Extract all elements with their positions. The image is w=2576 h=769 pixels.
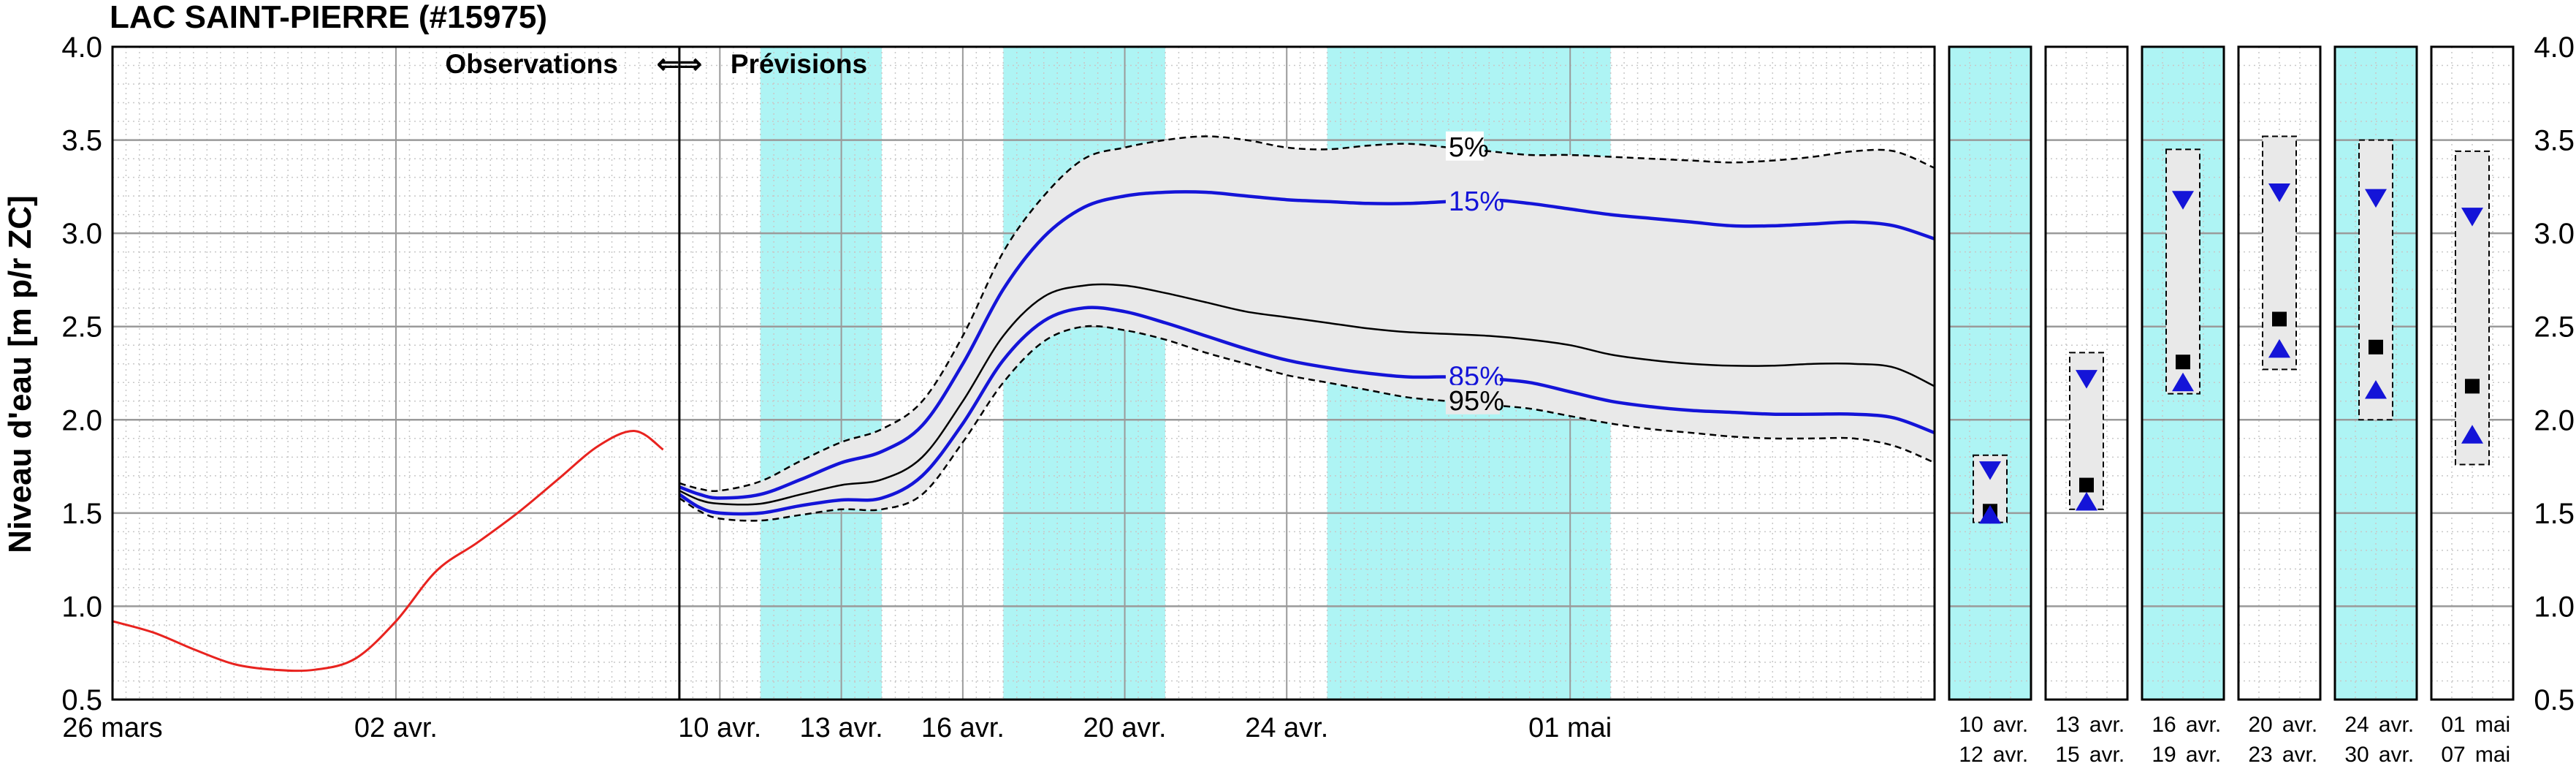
panel-marker-15pct bbox=[2365, 189, 2387, 208]
panel-from-day: 13 bbox=[2055, 713, 2079, 737]
panel-marker-85pct bbox=[2268, 338, 2290, 358]
panel-marker-15pct bbox=[2268, 183, 2290, 202]
confidence-band bbox=[679, 136, 1935, 521]
observations-label: Observations bbox=[445, 49, 617, 79]
panel-from-month: mai bbox=[2475, 713, 2510, 737]
series-line-median bbox=[679, 283, 1935, 506]
series-label: 95% bbox=[1449, 386, 1504, 417]
panel-range-box bbox=[2165, 148, 2200, 395]
y-tick-label: 3.5 bbox=[61, 125, 102, 157]
y-tick-label: 1.0 bbox=[61, 591, 102, 623]
shaded-period bbox=[760, 47, 883, 700]
y-axis-label: Niveau d'eau [m p/r ZC] bbox=[2, 195, 38, 553]
panel-range-box bbox=[2358, 139, 2393, 421]
panel-to-day: 23 bbox=[2248, 743, 2272, 767]
panel-marker-median bbox=[2369, 339, 2383, 355]
y-tick-label: 4.0 bbox=[61, 31, 102, 64]
x-tick-label: 16 avr. bbox=[921, 713, 1005, 743]
series-line-95pct bbox=[679, 325, 1935, 522]
panel-marker-85pct bbox=[2461, 425, 2483, 444]
y-tick-label-right: 1.0 bbox=[2534, 591, 2575, 623]
y-tick-label-right: 3.0 bbox=[2534, 218, 2575, 250]
panel-from-day: 20 bbox=[2248, 713, 2272, 737]
panel-from-day: 16 bbox=[2152, 713, 2176, 737]
direction-arrows: ⇐⇒ bbox=[657, 49, 702, 79]
x-tick-label: 01 mai bbox=[1528, 713, 1612, 743]
y-tick-label-right: 2.0 bbox=[2534, 404, 2575, 436]
panel-marker-15pct bbox=[2172, 191, 2194, 210]
panel-marker-85pct bbox=[2172, 372, 2194, 392]
panel-marker-median bbox=[2272, 311, 2287, 327]
panel-from-month: avr. bbox=[2379, 713, 2414, 737]
series-label: 5% bbox=[1449, 132, 1489, 163]
y-tick-label: 3.0 bbox=[61, 218, 102, 250]
x-tick-label: 10 avr. bbox=[678, 713, 761, 743]
panel-to-month: avr. bbox=[2379, 743, 2414, 767]
y-tick-label-right: 3.5 bbox=[2534, 125, 2575, 157]
panel-marker-15pct bbox=[1979, 461, 2001, 480]
y-tick-label-right: 4.0 bbox=[2534, 31, 2575, 64]
panel-frame bbox=[2141, 45, 2225, 701]
x-tick-label: 02 avr. bbox=[354, 713, 438, 743]
y-tick-label-right: 0.5 bbox=[2534, 684, 2575, 716]
panel-frame bbox=[2044, 45, 2129, 701]
series-label-bg bbox=[1445, 131, 1484, 161]
series-label-bg bbox=[1445, 185, 1500, 215]
panel-to-day: 12 bbox=[1959, 743, 1983, 767]
panel-marker-15pct bbox=[2461, 208, 2483, 227]
series-label: 15% bbox=[1449, 186, 1504, 217]
panel-to-day: 15 bbox=[2055, 743, 2079, 767]
panel-from-month: avr. bbox=[2282, 713, 2317, 737]
panel-frame bbox=[2430, 45, 2515, 701]
panel-frame bbox=[2333, 45, 2418, 701]
panel-from-month: avr. bbox=[1993, 713, 2028, 737]
y-tick-label-right: 2.5 bbox=[2534, 311, 2575, 344]
panel-frame bbox=[1948, 45, 2032, 701]
panel-marker-median bbox=[2176, 355, 2190, 370]
panel-from-month: avr. bbox=[2089, 713, 2125, 737]
panel-to-day: 30 bbox=[2344, 743, 2369, 767]
panel-to-month: mai bbox=[2475, 743, 2510, 767]
panel-from-month: avr. bbox=[2186, 713, 2221, 737]
series-line-15pct bbox=[679, 190, 1935, 500]
series-line-85pct bbox=[678, 306, 1935, 516]
panel-to-day: 19 bbox=[2152, 743, 2176, 767]
panel-to-month: avr. bbox=[2282, 743, 2317, 767]
panel-from-day: 01 bbox=[2441, 713, 2465, 737]
panel-marker-15pct bbox=[2076, 370, 2097, 389]
panel-frame bbox=[2237, 45, 2322, 701]
panel-marker-median bbox=[2465, 379, 2480, 394]
plot-frame bbox=[111, 45, 1936, 701]
panel-marker-median bbox=[2079, 477, 2094, 493]
panel-marker-85pct bbox=[1979, 504, 2001, 524]
x-tick-label: 13 avr. bbox=[800, 713, 883, 743]
y-tick-label: 2.0 bbox=[61, 404, 102, 436]
y-tick-label: 2.5 bbox=[61, 311, 102, 344]
panel-to-day: 07 bbox=[2441, 743, 2465, 767]
forecast-label: Prévisions bbox=[731, 49, 867, 79]
chart-title: LAC SAINT-PIERRE (#15975) bbox=[110, 0, 547, 35]
series-line-observed bbox=[112, 430, 664, 673]
panel-range-box bbox=[2455, 150, 2490, 466]
weekly-panels: 10 avr. 12 avr. 13 avr. 15 avr. 16 avr. 19 avr. 20 av… bbox=[1948, 31, 2575, 767]
y-tick-label-right: 1.5 bbox=[2534, 498, 2575, 530]
panel-marker-85pct bbox=[2365, 379, 2387, 399]
main-plot: 5%15%85%95%Observations ⇐⇒ Prévisions0.51.… bbox=[61, 31, 1936, 743]
x-tick-label: 26 mars bbox=[62, 713, 162, 743]
x-tick-label: 24 avr. bbox=[1245, 713, 1328, 743]
panel-marker-85pct bbox=[2076, 492, 2097, 511]
panel-to-month: avr. bbox=[2186, 743, 2221, 767]
panel-range-box bbox=[2262, 135, 2297, 371]
y-tick-label: 1.5 bbox=[61, 498, 102, 530]
series-label-bg bbox=[1445, 384, 1500, 414]
x-tick-label: 20 avr. bbox=[1083, 713, 1167, 743]
y-tick-label: 0.5 bbox=[61, 684, 102, 716]
panel-from-day: 24 bbox=[2344, 713, 2369, 737]
panel-to-month: avr. bbox=[1993, 743, 2028, 767]
panel-from-day: 10 bbox=[1959, 713, 1983, 737]
panel-to-month: avr. bbox=[2089, 743, 2125, 767]
